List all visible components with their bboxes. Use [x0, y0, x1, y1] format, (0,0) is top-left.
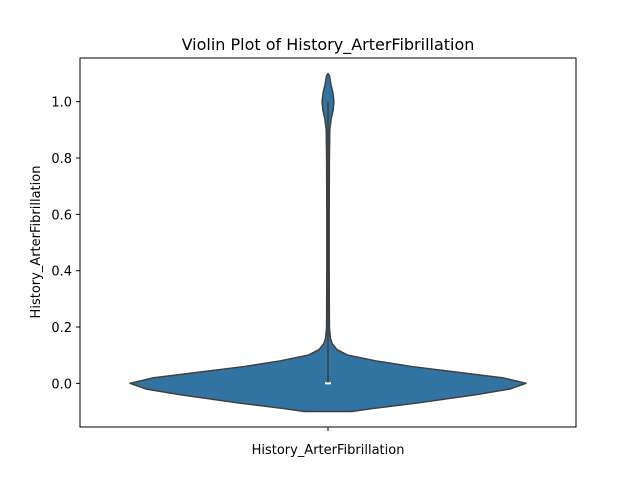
x-axis-label: History_ArterFibrillation — [252, 443, 405, 458]
chart-title: Violin Plot of History_ArterFibrillation — [182, 35, 475, 55]
plot-frame — [79, 57, 577, 428]
y-tick-label: 0.0 — [51, 377, 72, 392]
y-tick-label: 0.4 — [51, 265, 72, 280]
y-axis-label: History_ArterFibrillation — [29, 166, 44, 319]
y-tick-label: 0.8 — [51, 152, 72, 167]
y-tick-label: 0.6 — [51, 208, 72, 223]
y-axis-ticks: 0.0 0.2 0.4 0.6 0.8 1.0 — [51, 96, 80, 392]
y-tick-label: 0.2 — [51, 321, 72, 336]
violin-layer — [129, 72, 527, 413]
violin-median-marker — [325, 382, 331, 385]
y-tick-label: 1.0 — [51, 96, 72, 111]
